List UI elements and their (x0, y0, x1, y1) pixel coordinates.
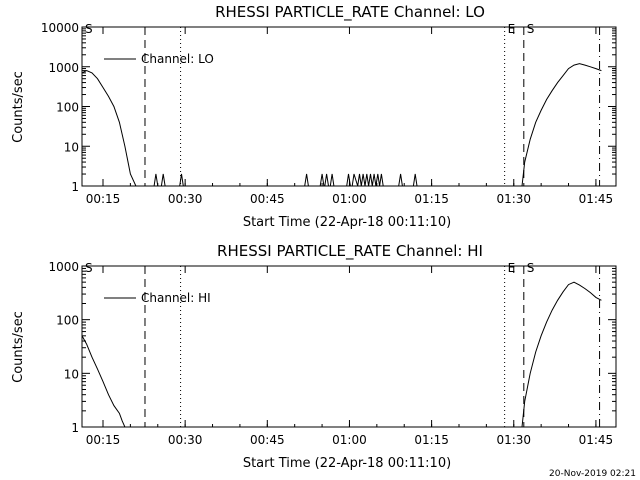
legend-label-lo: Channel: LO (141, 52, 214, 66)
y-ticks-hi: 1 10 100 1000 (48, 260, 616, 435)
event-marker-label: S (527, 22, 535, 36)
title-lo: RHESSI PARTICLE_RATE Channel: LO (215, 3, 485, 22)
y-axis-label-lo: Counts/sec (11, 71, 26, 143)
footer-date: 20-Nov-2019 02:21 (549, 469, 636, 479)
x-axis-label-hi: Start Time (22-Apr-18 00:11:10) (243, 456, 451, 471)
y-tick-label: 10 (64, 140, 79, 154)
x-tick-label: 00:45 (250, 433, 285, 447)
event-marker-label: S (527, 261, 535, 275)
x-tick-label: 01:45 (579, 433, 614, 447)
event-marker-label: S (85, 261, 93, 275)
event-marker-label: E (508, 261, 516, 275)
x-tick-label: 01:30 (496, 433, 531, 447)
x-tick-label: 01:00 (332, 192, 367, 206)
y-ticks-lo: 1 10 100 1000 10000 (41, 21, 616, 194)
y-tick-label: 1000 (48, 260, 79, 274)
x-tick-label: 01:45 (579, 192, 614, 206)
y-tick-label: 100 (56, 101, 79, 115)
y-tick-label: 1 (71, 421, 79, 435)
x-tick-label: 01:30 (496, 192, 531, 206)
legend-lo: Channel: LO (104, 52, 214, 66)
x-tick-label: 00:45 (250, 192, 285, 206)
y-tick-label: 1 (71, 180, 79, 194)
x-tick-label: 00:15 (86, 433, 121, 447)
event-marker-label: E (508, 22, 516, 36)
x-tick-label: 01:15 (414, 433, 449, 447)
x-ticks-lo: 00:15 00:30 00:45 01:00 01:15 01:30 01:45 (86, 27, 614, 206)
series-line-hi (81, 281, 602, 428)
x-tick-label: 00:15 (86, 192, 121, 206)
series-line-lo (81, 63, 602, 187)
y-tick-label: 10 (64, 367, 79, 381)
y-tick-label: 1000 (48, 61, 79, 75)
event-marker-label: S (85, 22, 93, 36)
plot-frame-lo (81, 26, 617, 187)
x-tick-label: 00:30 (168, 433, 203, 447)
legend-label-hi: Channel: HI (141, 291, 211, 305)
x-tick-label: 00:30 (168, 192, 203, 206)
y-tick-label: 100 (56, 314, 79, 328)
y-tick-label: 10000 (41, 21, 79, 35)
y-axis-label-hi: Counts/sec (11, 311, 26, 383)
title-hi: RHESSI PARTICLE_RATE Channel: HI (217, 242, 483, 261)
legend-hi: Channel: HI (104, 291, 211, 305)
x-ticks-hi: 00:15 00:30 00:45 01:00 01:15 01:30 01:45 (86, 266, 614, 447)
x-tick-label: 01:15 (414, 192, 449, 206)
x-axis-label-lo: Start Time (22-Apr-18 00:11:10) (243, 215, 451, 230)
x-tick-label: 01:00 (332, 433, 367, 447)
